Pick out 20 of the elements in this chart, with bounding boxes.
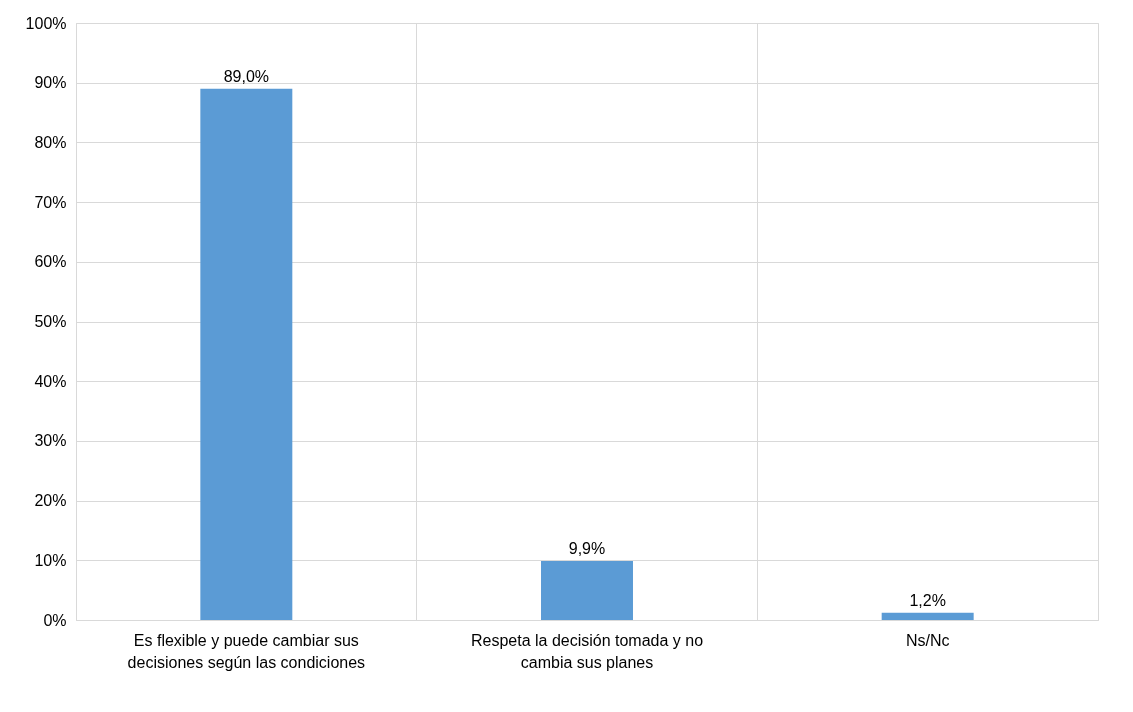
data-label: 1,2%: [909, 591, 946, 609]
y-tick-label: 20%: [34, 492, 67, 510]
x-tick-label: Es flexible y puede cambiar sus decisiones según las condiciones: [127, 631, 366, 671]
x-tick-label: Respeta la decisión tomada y no cambia sus planes: [470, 631, 704, 671]
data-label: 9,9%: [568, 539, 606, 557]
y-tick-label: 100%: [25, 14, 67, 32]
bar: [881, 612, 974, 620]
data-label: 89,0%: [223, 67, 270, 85]
y-tick-label: 0%: [43, 611, 67, 629]
bar: [200, 88, 293, 620]
x-tick-label: Ns/Nc: [905, 631, 950, 649]
y-tick-label: 70%: [34, 193, 67, 211]
y-tick-label: 90%: [34, 74, 67, 92]
y-tick-label: 30%: [34, 432, 67, 450]
y-tick-label: 50%: [34, 313, 67, 330]
y-tick-label: 60%: [34, 253, 67, 271]
y-tick-label: 80%: [34, 133, 67, 151]
y-tick-label: 40%: [34, 372, 67, 390]
y-tick-label: 10%: [34, 551, 67, 569]
bar: [541, 560, 633, 620]
